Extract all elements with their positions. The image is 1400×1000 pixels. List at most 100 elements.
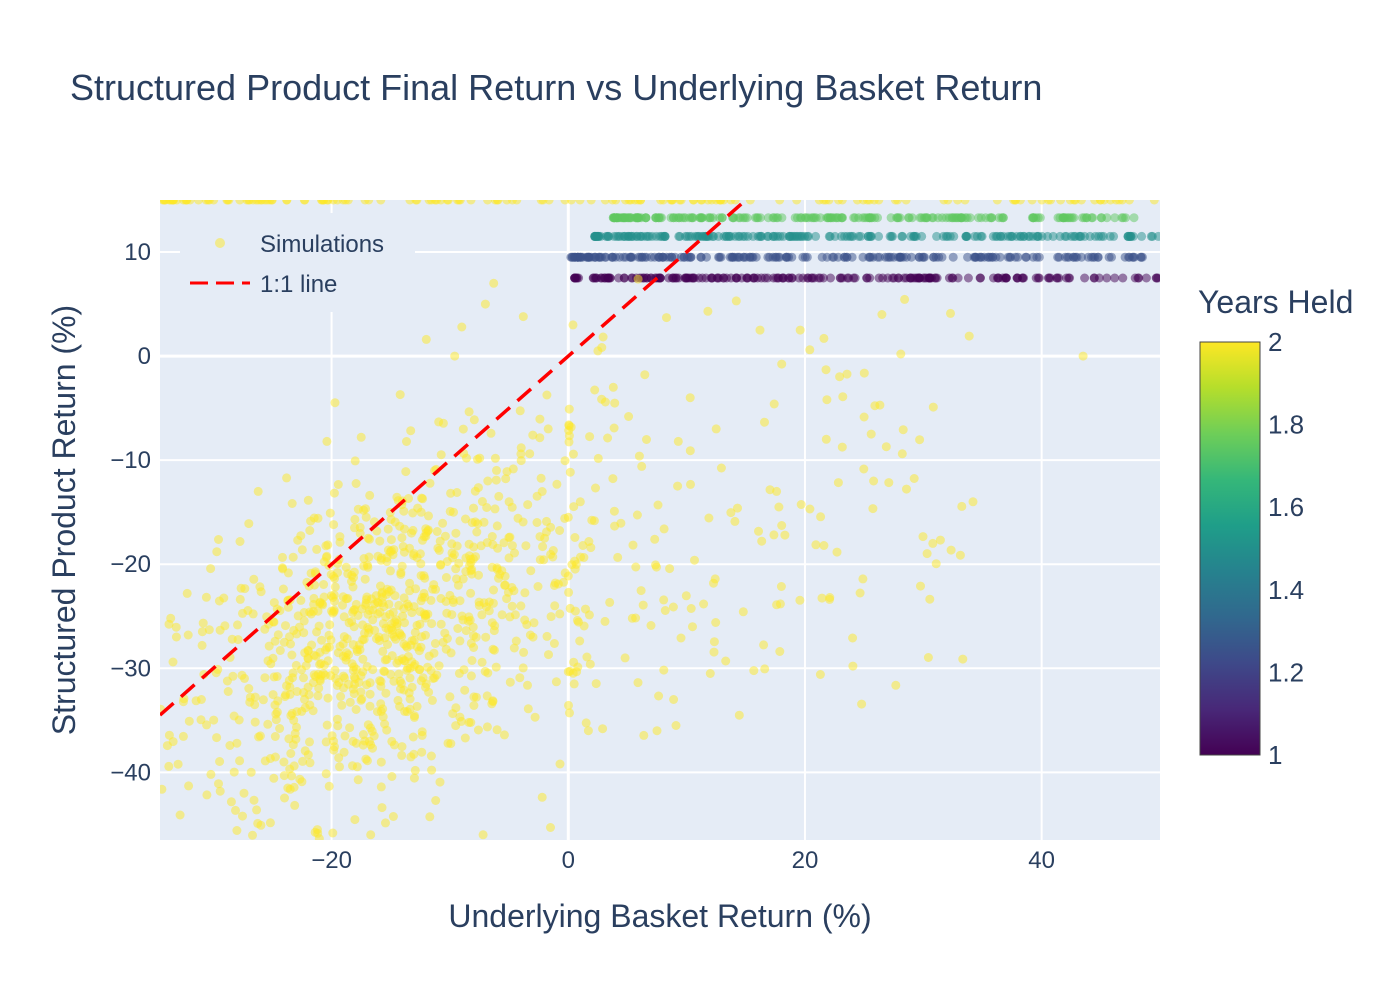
data-point (238, 608, 247, 618)
y-tick-label: −10 (110, 447, 151, 474)
data-point (814, 200, 824, 205)
data-point (376, 200, 386, 205)
data-point (636, 586, 646, 596)
data-point (215, 786, 225, 796)
data-point (356, 687, 366, 697)
data-point (386, 535, 396, 545)
data-point (417, 730, 427, 740)
data-point (273, 630, 283, 640)
data-point (1102, 273, 1112, 283)
data-point (896, 349, 906, 359)
data-point (782, 252, 792, 262)
data-point (351, 738, 361, 748)
data-point (466, 588, 476, 598)
data-point (405, 200, 415, 205)
data-point (446, 739, 456, 749)
data-point (777, 359, 787, 369)
data-point (359, 554, 369, 563)
data-point (598, 332, 608, 342)
data-point (857, 699, 867, 709)
data-point (737, 273, 747, 283)
data-point (409, 551, 419, 561)
data-point (395, 702, 405, 711)
data-point (685, 393, 695, 403)
data-point (822, 395, 832, 405)
data-point (361, 600, 370, 610)
data-point (1141, 273, 1151, 283)
data-point (399, 593, 409, 603)
data-point (874, 231, 884, 241)
data-point (397, 750, 407, 760)
data-point (392, 658, 402, 668)
data-point (805, 345, 815, 355)
data-point (415, 607, 425, 617)
data-point (755, 325, 765, 335)
data-point (1137, 252, 1147, 262)
data-point (282, 473, 292, 483)
data-point (619, 252, 629, 262)
data-point (364, 736, 374, 746)
data-point (757, 536, 767, 546)
data-point (680, 273, 690, 283)
data-point (297, 706, 307, 716)
data-point (287, 771, 297, 781)
data-point (1149, 200, 1159, 205)
data-point (360, 574, 370, 584)
data-point (438, 518, 448, 528)
data-point (548, 546, 558, 555)
data-point (160, 784, 167, 794)
data-point (279, 757, 289, 767)
data-point (385, 609, 395, 619)
data-point (430, 639, 440, 648)
data-point (412, 642, 422, 652)
data-point (441, 644, 451, 654)
data-point (581, 718, 591, 728)
data-point (516, 601, 526, 611)
data-point (492, 521, 502, 531)
data-point (1137, 231, 1147, 241)
data-point (608, 474, 618, 484)
data-point (586, 543, 596, 553)
data-point (408, 732, 418, 742)
data-point (705, 669, 715, 678)
data-point (565, 708, 574, 718)
data-point (848, 633, 858, 643)
data-point (946, 545, 956, 555)
data-point (669, 695, 679, 704)
data-point (453, 624, 463, 633)
data-point (442, 200, 452, 205)
data-point (932, 231, 942, 241)
data-point (410, 765, 420, 775)
data-point (579, 621, 589, 631)
data-point (769, 273, 778, 283)
data-point (1056, 200, 1066, 205)
legend[interactable]: Simulations 1:1 line (180, 213, 415, 312)
data-point (250, 700, 260, 710)
data-point (709, 647, 719, 657)
data-point (389, 676, 399, 686)
data-point (501, 474, 511, 484)
data-point (401, 467, 411, 477)
data-point (1027, 200, 1037, 205)
data-point (240, 584, 250, 594)
data-point (633, 213, 643, 223)
data-point (826, 273, 835, 283)
data-point (376, 782, 386, 792)
data-point (237, 670, 247, 680)
data-point (620, 653, 630, 663)
data-point (1015, 231, 1025, 241)
data-point (520, 588, 530, 598)
data-point (504, 497, 514, 507)
data-point (805, 504, 815, 514)
data-point (542, 631, 552, 641)
data-point (563, 667, 573, 677)
data-point (299, 200, 309, 205)
data-point (528, 430, 538, 440)
data-point (685, 446, 695, 456)
data-point (949, 231, 959, 241)
data-point (651, 560, 660, 570)
data-point (1110, 213, 1120, 223)
data-point (542, 390, 552, 400)
data-point (897, 449, 907, 459)
data-point (759, 640, 769, 650)
